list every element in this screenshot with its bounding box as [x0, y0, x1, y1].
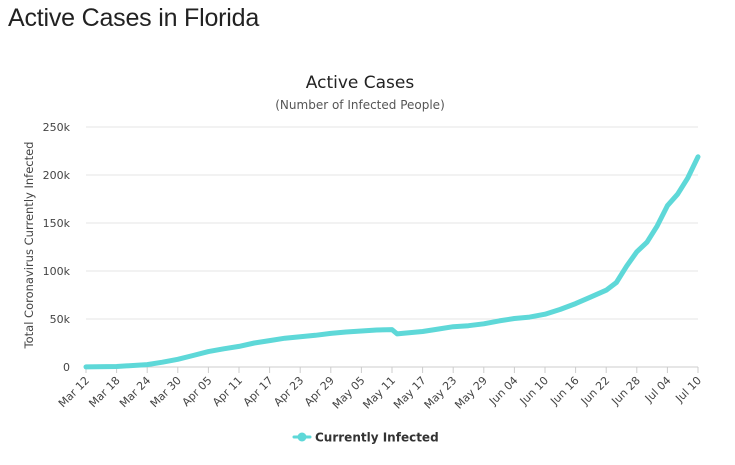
chart-subtitle: (Number of Infected People): [275, 98, 445, 112]
legend[interactable]: Currently Infected: [292, 431, 439, 445]
page-title: Active Cases in Florida: [8, 4, 260, 32]
legend-swatch-dot[interactable]: [297, 432, 307, 442]
x-tick-label: May 17: [391, 374, 429, 412]
x-tick-label: Mar 24: [117, 374, 153, 410]
y-axis-label: Total Coronavirus Currently Infected: [22, 142, 36, 350]
grid-lines: [86, 126, 698, 368]
y-tick-label: 100k: [43, 265, 71, 278]
x-tick-label: Apr 05: [179, 374, 214, 409]
x-tick-label: May 23: [422, 374, 460, 412]
y-tick-label: 50k: [50, 313, 71, 326]
y-tick-label: 0: [63, 361, 70, 374]
x-tick-label: May 29: [452, 374, 490, 412]
x-tick-label: Jun 22: [578, 374, 612, 408]
series-line-currently-infected[interactable]: [83, 154, 701, 370]
x-tick-label: Apr 23: [271, 374, 306, 409]
x-tick-label: Jun 16: [547, 374, 581, 408]
x-tick-label: May 05: [330, 374, 368, 412]
x-tick-label: Mar 18: [86, 374, 122, 410]
x-tick-label: Jul 04: [642, 374, 674, 406]
x-tick-label: Jun 04: [486, 374, 520, 408]
y-axis-ticks: 0 50k 100k 150k 200k 250k: [43, 121, 71, 374]
x-tick-label: Jul 10: [672, 374, 704, 406]
x-tick-label: Mar 12: [56, 374, 92, 410]
chart-title: Active Cases: [306, 73, 415, 93]
legend-label[interactable]: Currently Infected: [315, 431, 439, 445]
x-tick-label: Jun 10: [517, 374, 551, 408]
x-tick-label: May 11: [360, 374, 398, 412]
x-tick-label: Apr 17: [241, 374, 276, 409]
series-layer: [83, 154, 701, 370]
x-tick-label: Apr 11: [210, 374, 245, 409]
x-tick-label: Jun 28: [608, 374, 642, 408]
x-tick-label: Mar 30: [148, 374, 184, 410]
y-tick-label: 250k: [43, 121, 71, 134]
y-tick-label: 150k: [43, 217, 71, 230]
y-tick-label: 200k: [43, 169, 71, 182]
